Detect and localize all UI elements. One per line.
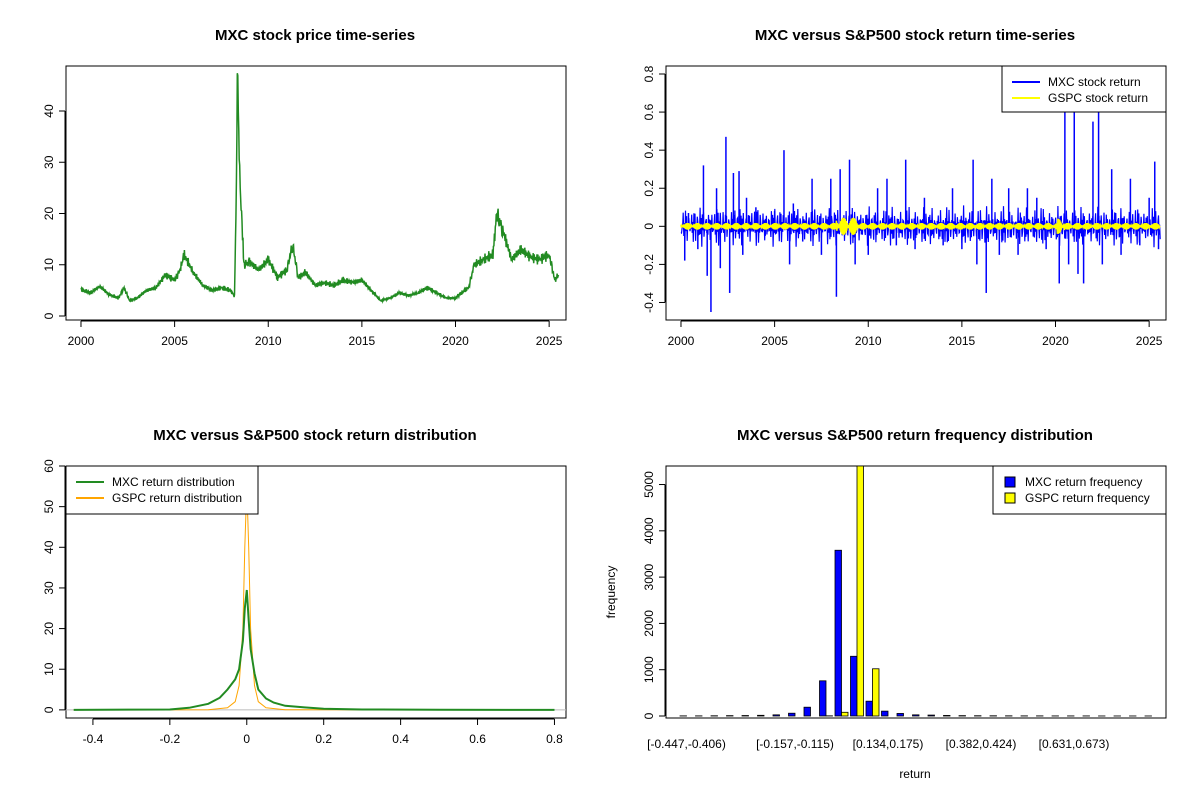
y-tick-label: 4000: [642, 517, 656, 544]
bar-mxc: [927, 714, 935, 717]
y-tick-label: 20: [42, 622, 56, 636]
panel-3: MXC versus S&P500 stock return distribut…: [42, 427, 567, 746]
legend-label: GSPC return distribution: [112, 491, 242, 505]
x-tick-label: 2020: [442, 334, 469, 348]
legend-label: GSPC return frequency: [1025, 491, 1150, 505]
y-tick-label: 0.8: [642, 65, 656, 82]
x-tick-label: -0.2: [160, 732, 181, 746]
x-tick-label: 2000: [668, 334, 695, 348]
y-tick-label: 20: [42, 207, 56, 221]
y-tick-label: 30: [42, 581, 56, 595]
y-tick-label: -0.2: [642, 254, 656, 275]
y-tick-label: 40: [42, 104, 56, 118]
x-tick-label: 2025: [1136, 334, 1163, 348]
x-tick-label: 2025: [536, 334, 563, 348]
y-tick-label: 5000: [642, 471, 656, 498]
bar-mxc: [912, 714, 920, 717]
bar-mxc: [788, 712, 796, 717]
x-tick-label: [0.134,0.175): [853, 737, 924, 751]
plot-frame: [665, 65, 1167, 321]
x-tick-label: [0.631,0.673): [1039, 737, 1110, 751]
x-tick-label: 2005: [761, 334, 788, 348]
x-tick-label: [-0.447,-0.406): [647, 737, 726, 751]
y-tick-label: 10: [42, 662, 56, 676]
series-line-gspc-return: [680, 217, 1161, 235]
x-tick-label: 2005: [161, 334, 188, 348]
y-tick-label: 0.2: [642, 180, 656, 197]
y-tick-label: 40: [42, 540, 56, 554]
legend-label: MXC stock return: [1048, 75, 1141, 89]
y-tick-label: 0: [42, 312, 56, 319]
legend-label: MXC return frequency: [1025, 475, 1142, 489]
bar-mxc: [834, 549, 842, 717]
plot-frame: [65, 65, 567, 321]
chart-title: MXC versus S&P500 return frequency distr…: [737, 427, 1093, 444]
legend-box: [1001, 65, 1167, 113]
plot-frame: [665, 465, 1167, 719]
bar-gspc: [872, 668, 880, 717]
x-tick-label: 2015: [349, 334, 376, 348]
x-tick-label: [0.382,0.424): [946, 737, 1017, 751]
series-gspc-frequency: [825, 465, 880, 717]
series-mxc-return: [680, 112, 1161, 312]
y-tick-label: 0: [642, 712, 656, 719]
bar-mxc: [803, 706, 811, 717]
x-tick-label: 2015: [949, 334, 976, 348]
legend-swatch: [1004, 476, 1016, 488]
bar-gspc: [856, 465, 864, 717]
x-tick-label: [-0.157,-0.115): [756, 737, 834, 751]
chart-title: MXC versus S&P500 stock return distribut…: [153, 427, 476, 444]
x-axis-label: return: [899, 767, 930, 781]
legend-box: [65, 465, 259, 515]
series-mxc-frequency: [679, 549, 1152, 717]
bar-mxc: [896, 713, 904, 717]
legend-label: MXC return distribution: [112, 475, 235, 489]
x-tick-label: 2020: [1042, 334, 1069, 348]
y-tick-label: 0.6: [642, 103, 656, 120]
y-tick-label: 60: [42, 459, 56, 473]
bar-mxc: [943, 715, 951, 717]
bar-mxc: [772, 714, 780, 717]
y-tick-label: 0.4: [642, 141, 656, 158]
x-tick-label: 0: [243, 732, 250, 746]
legend-label: GSPC stock return: [1048, 91, 1148, 105]
x-tick-label: -0.4: [83, 732, 104, 746]
legend-box: [992, 465, 1167, 515]
y-tick-label: 50: [42, 500, 56, 514]
x-tick-label: 0.8: [546, 732, 563, 746]
bar-gspc: [841, 711, 849, 717]
x-tick-label: 2010: [855, 334, 882, 348]
x-tick-label: 2010: [255, 334, 282, 348]
y-tick-label: 0: [42, 706, 56, 713]
x-tick-label: 2000: [68, 334, 95, 348]
series-gspc-return: [680, 217, 1161, 235]
y-tick-label: -0.4: [642, 292, 656, 313]
bar-mxc: [757, 714, 765, 717]
series-line-mxc-density: [73, 589, 555, 711]
y-tick-label: 30: [42, 155, 56, 169]
series-line-mxc-price: [80, 73, 560, 305]
y-axis-label: frequency: [604, 566, 618, 619]
y-tick-label: 3000: [642, 563, 656, 590]
y-tick-label: 2000: [642, 610, 656, 637]
series-line-gspc-density: [73, 486, 555, 711]
x-tick-label: 0.2: [315, 732, 332, 746]
x-tick-label: 0.4: [392, 732, 409, 746]
bar-mxc: [881, 710, 889, 717]
x-tick-label: 0.6: [469, 732, 486, 746]
bar-mxc: [819, 680, 827, 717]
y-tick-label: 0: [642, 223, 656, 230]
panel-4: MXC versus S&P500 return frequency distr…: [604, 427, 1167, 781]
y-tick-label: 10: [42, 258, 56, 272]
chart-title: MXC stock price time-series: [215, 27, 415, 44]
plot-frame: [65, 465, 567, 719]
legend-swatch: [1004, 492, 1016, 504]
bar-mxc: [865, 700, 873, 717]
y-tick-label: 1000: [642, 656, 656, 683]
chart-title: MXC versus S&P500 stock return time-seri…: [755, 27, 1075, 44]
bar-mxc: [850, 655, 858, 717]
panel-2: MXC versus S&P500 stock return time-seri…: [642, 27, 1167, 348]
